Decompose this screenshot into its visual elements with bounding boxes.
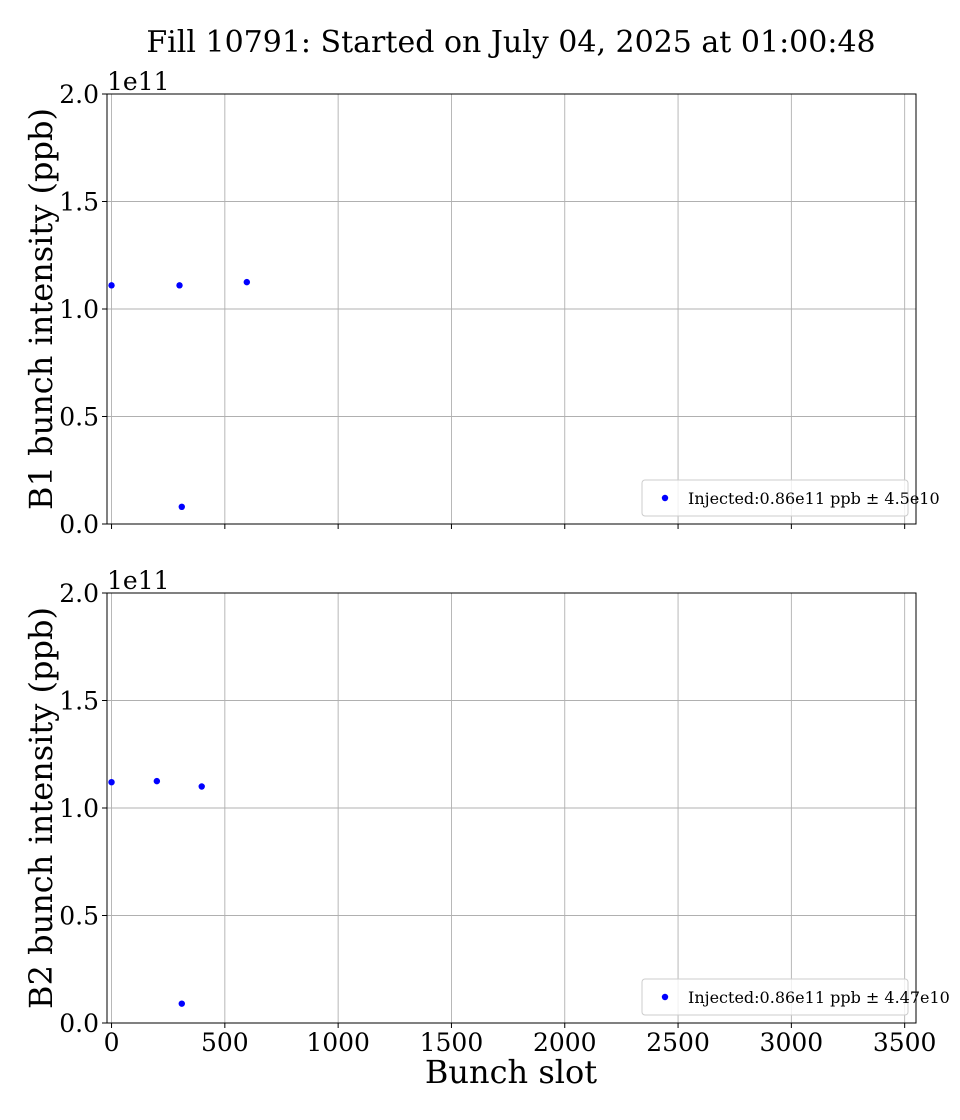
x-tick-label: 2500 [646, 1028, 710, 1057]
legend-marker [661, 993, 669, 1001]
y-tick-label: 1.0 [59, 794, 99, 823]
y-tick-label: 2.0 [59, 80, 99, 109]
y-tick-label: 0.0 [59, 1009, 99, 1038]
legend: Injected:0.86e11 ppb ± 4.47e10 [641, 978, 950, 1016]
y-axis-label: B1 bunch intensity (ppb) [22, 108, 60, 510]
legend-label: Injected:0.86e11 ppb ± 4.5e10 [688, 489, 940, 508]
y-tick-label: 2.0 [59, 579, 99, 608]
chart-title: Fill 10791: Started on July 04, 2025 at … [146, 25, 875, 60]
x-tick-label: 2000 [533, 1028, 597, 1057]
y-tick-label: 0.0 [59, 510, 99, 539]
x-tick-label: 1500 [420, 1028, 484, 1057]
y-tick-label: 1.5 [59, 687, 99, 716]
data-point [243, 278, 251, 286]
data-point [178, 503, 185, 510]
panel-b2: 0 500 1000 1500 2000 2500 3000 3500 0.0 0.5 1.0 1.5… [22, 566, 950, 1057]
x-tick-label: 1000 [306, 1028, 370, 1057]
data-point [153, 777, 161, 785]
legend-box [641, 978, 909, 1016]
data-point [176, 282, 183, 289]
data-point [108, 282, 115, 289]
data-point [108, 779, 115, 786]
y-axis-label: B2 bunch intensity (ppb) [22, 607, 60, 1009]
legend-marker [661, 494, 669, 502]
y-offset-text: 1e11 [107, 67, 170, 96]
x-tick-label: 0 [104, 1028, 120, 1057]
x-tick-label: 500 [201, 1028, 249, 1057]
y-tick-label: 1.5 [59, 188, 99, 217]
y-tick-label: 0.5 [59, 403, 99, 432]
x-axis-label: Bunch slot [425, 1053, 597, 1091]
x-tick-label: 3000 [760, 1028, 824, 1057]
y-offset-text: 1e11 [107, 566, 170, 595]
data-point [178, 1000, 185, 1007]
y-tick-label: 1.0 [59, 295, 99, 324]
legend-label: Injected:0.86e11 ppb ± 4.47e10 [688, 988, 950, 1007]
legend: Injected:0.86e11 ppb ± 4.5e10 [641, 479, 940, 517]
legend-box [641, 479, 909, 517]
panel-b1: 0.0 0.5 1.0 1.5 2.0 1e11 B1 bunch intensity (p… [22, 67, 940, 539]
y-tick-label: 0.5 [59, 902, 99, 931]
x-tick-label: 3500 [873, 1028, 937, 1057]
data-point [198, 783, 205, 790]
